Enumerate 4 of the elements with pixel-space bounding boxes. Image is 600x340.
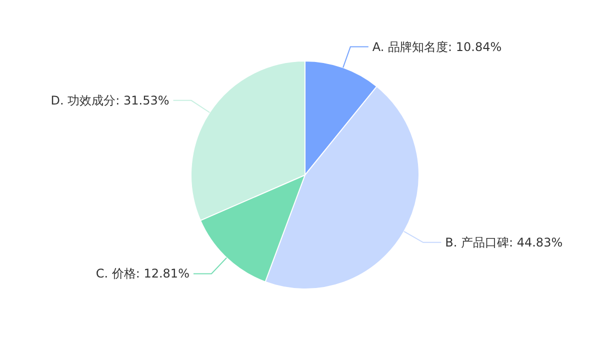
slice-label: C. 价格: 12.81% <box>96 266 190 281</box>
slice-label: A. 品牌知名度: 10.84% <box>372 40 502 54</box>
slice-label: B. 产品口碑: 44.83% <box>445 235 563 250</box>
slice-label: D. 功效成分: 31.53% <box>50 93 170 108</box>
